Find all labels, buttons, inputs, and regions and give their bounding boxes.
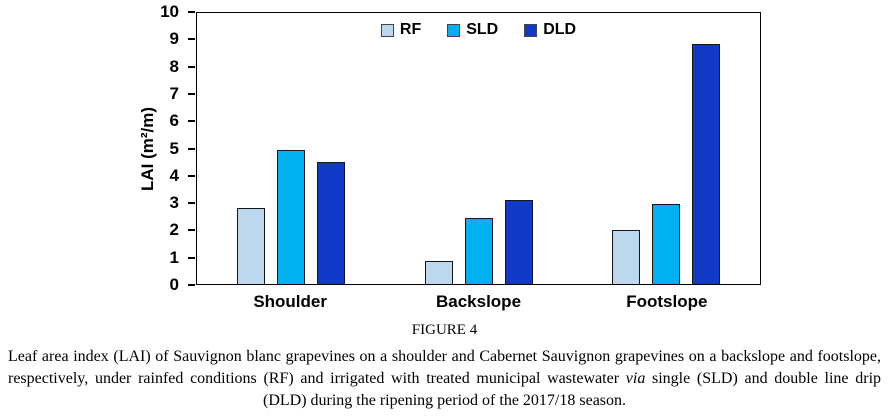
legend-swatch-sld xyxy=(447,23,461,37)
y-tick-label: 4 xyxy=(169,165,179,185)
y-tick-mark xyxy=(188,147,195,150)
y-tick-label: 3 xyxy=(169,193,179,213)
y-tick-label: 2 xyxy=(169,220,179,240)
caption-text: Leaf area index (LAI) of Sauvignon blanc… xyxy=(4,346,885,412)
bar-sld-shoulder xyxy=(276,149,305,284)
x-axis: Shoulder Backslope Footslope xyxy=(196,292,761,316)
caption-segment-after: single (SLD) and double line drip (DLD) … xyxy=(262,370,882,409)
y-tick-label: 1 xyxy=(169,247,179,267)
y-tick-mark xyxy=(188,202,195,205)
bar-chart: LAI (m²/m) 0 1 2 3 4 5 6 7 8 9 10 RF SLD DLD Shoulde… xyxy=(0,2,761,316)
y-tick-label: 0 xyxy=(169,275,179,294)
plot-area: RF SLD DLD xyxy=(196,12,761,285)
y-tick-label: 7 xyxy=(169,83,179,103)
legend-label-dld: DLD xyxy=(543,21,577,38)
figure-caption: FIGURE 4 Leaf area index (LAI) of Sauvig… xyxy=(0,322,889,412)
y-tick-mark xyxy=(188,120,195,123)
bar-rf-backslope xyxy=(424,260,453,284)
bar-dld-footslope xyxy=(692,44,721,284)
bar-rf-footslope xyxy=(612,229,641,284)
y-tick-label: 8 xyxy=(169,56,179,76)
y-tick-mark xyxy=(188,65,195,68)
x-category-label-footslope: Footslope xyxy=(626,292,708,311)
legend-swatch-rf xyxy=(380,23,394,37)
y-tick-label: 9 xyxy=(169,29,179,49)
y-tick-label: 10 xyxy=(160,2,179,21)
caption-segment-before: Leaf area index (LAI) of Sauvignon blanc… xyxy=(8,348,881,387)
legend: RF SLD DLD xyxy=(197,21,760,39)
y-tick-mark xyxy=(188,11,195,13)
legend-item-rf: RF xyxy=(380,21,422,39)
legend-item-sld: SLD xyxy=(447,21,498,39)
bar-sld-footslope xyxy=(652,204,681,284)
legend-label-sld: SLD xyxy=(466,21,499,38)
bar-dld-shoulder xyxy=(316,162,345,284)
legend-item-dld: DLD xyxy=(524,21,576,39)
y-axis: 0 1 2 3 4 5 6 7 8 9 10 xyxy=(0,2,195,294)
caption-italic-word: via xyxy=(625,370,646,387)
bars-layer xyxy=(197,13,760,284)
y-tick-mark xyxy=(188,284,195,286)
y-tick-mark xyxy=(188,38,195,41)
y-tick-mark xyxy=(188,229,195,232)
bar-dld-backslope xyxy=(504,200,533,284)
y-tick-mark xyxy=(188,92,195,95)
x-category-label-backslope: Backslope xyxy=(435,292,522,311)
figure-label: FIGURE 4 xyxy=(411,322,478,338)
y-tick-label: 6 xyxy=(169,111,179,131)
y-tick-mark xyxy=(188,174,195,177)
bar-sld-backslope xyxy=(464,217,493,284)
x-category-label-shoulder: Shoulder xyxy=(253,292,327,311)
legend-swatch-dld xyxy=(524,23,538,37)
y-tick-label: 5 xyxy=(169,138,179,158)
y-tick-mark xyxy=(188,256,195,259)
bar-rf-shoulder xyxy=(236,208,265,284)
legend-label-rf: RF xyxy=(399,21,422,38)
